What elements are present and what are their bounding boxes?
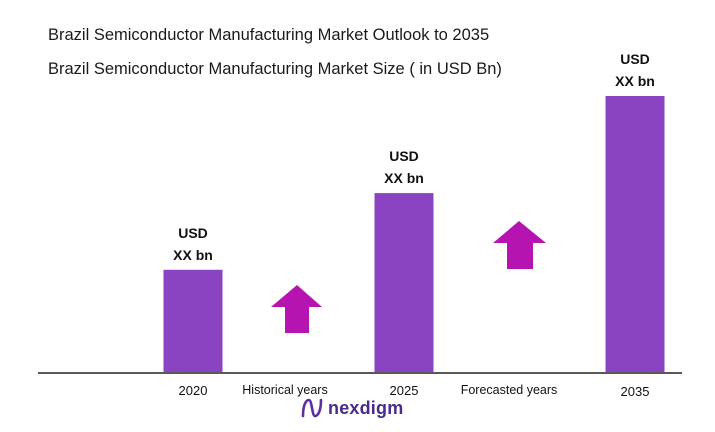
chart-title: Brazil Semiconductor Manufacturing Marke… bbox=[48, 26, 490, 44]
bar-label-2020-line2: XX bn bbox=[173, 247, 213, 263]
bar-label-2035-line1: USD bbox=[620, 51, 650, 67]
growth-arrow-icon-forecasted bbox=[493, 221, 546, 269]
bar-label-2025-line1: USD bbox=[389, 148, 419, 164]
logo-text: nexdigm bbox=[328, 397, 404, 418]
nexdigm-logo-icon bbox=[301, 398, 323, 418]
chart-subtitle: Brazil Semiconductor Manufacturing Marke… bbox=[48, 60, 502, 78]
bar-2035 bbox=[605, 96, 665, 372]
bar-label-2035-line2: XX bn bbox=[615, 73, 655, 89]
x-tick-label-2020: 2020 bbox=[179, 383, 208, 398]
nexdigm-logo: nexdigm bbox=[300, 397, 403, 419]
period-label-historical: Historical years bbox=[242, 383, 327, 397]
bar-2025 bbox=[374, 193, 434, 372]
period-label-forecasted: Forecasted years bbox=[461, 383, 558, 397]
bar-label-2020-line1: USD bbox=[178, 225, 208, 241]
bar-label-2025-line2: XX bn bbox=[384, 170, 424, 186]
bar-2020 bbox=[163, 269, 223, 372]
x-tick-label-2025: 2025 bbox=[390, 383, 419, 398]
x-tick-label-2035: 2035 bbox=[621, 384, 650, 399]
growth-arrow-icon-historical bbox=[271, 285, 322, 333]
